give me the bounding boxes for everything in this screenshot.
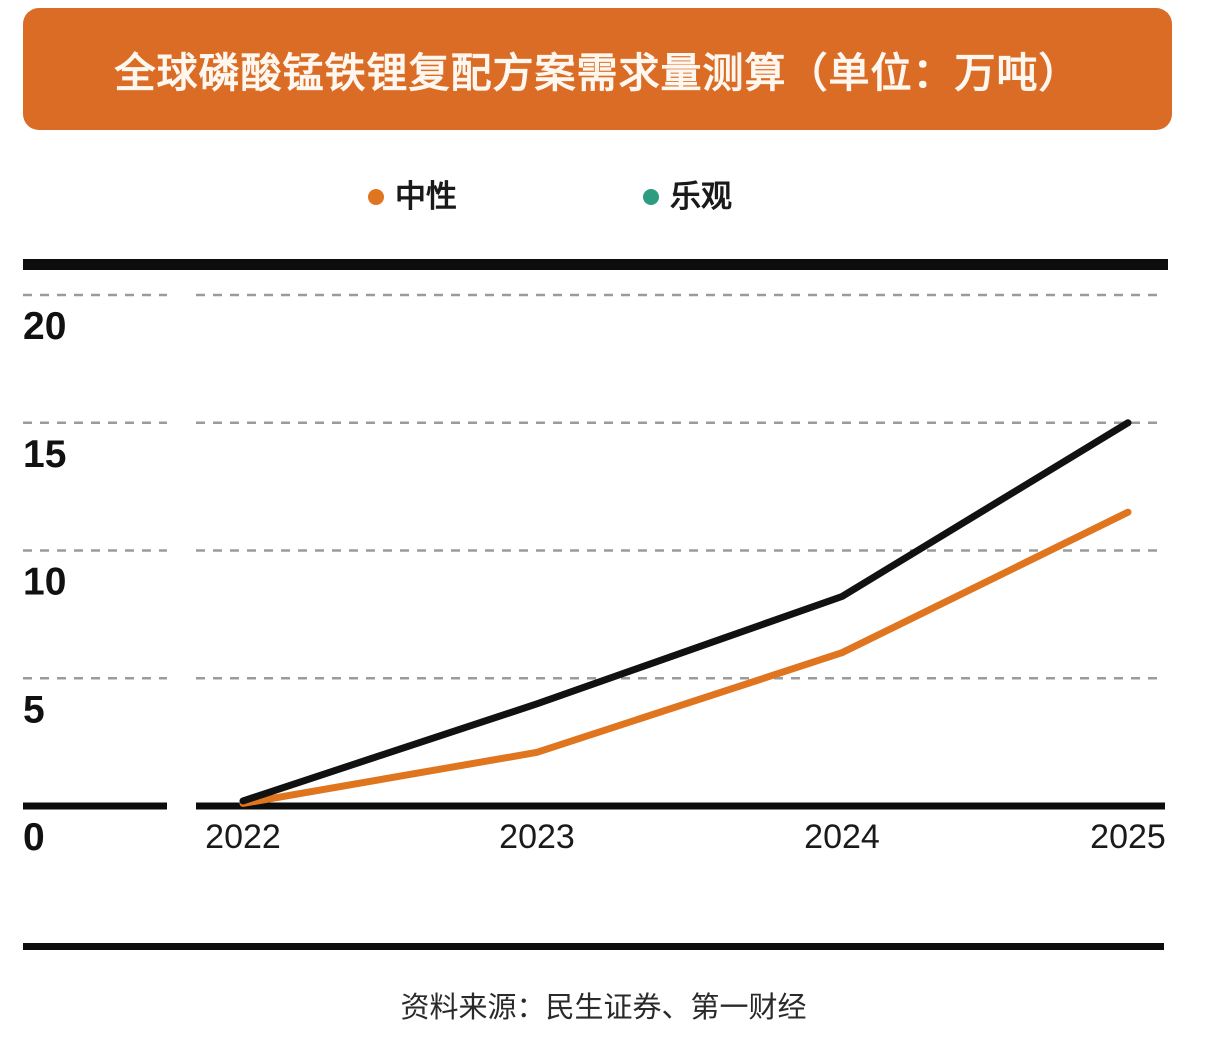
bottom-divider bbox=[23, 943, 1164, 950]
chart-legend: 中性 乐观 bbox=[0, 176, 1207, 218]
y-axis-tick-label: 5 bbox=[23, 688, 45, 731]
y-axis-tick-label: 20 bbox=[23, 305, 66, 348]
y-axis-tick-label: 0 bbox=[23, 816, 45, 859]
legend-item-optimistic: 乐观 bbox=[643, 176, 732, 218]
chart-title-bar: 全球磷酸锰铁锂复配方案需求量测算（单位：万吨） bbox=[23, 8, 1172, 130]
series-line-optimistic bbox=[239, 419, 1132, 805]
x-axis-tick-label: 2025 bbox=[1090, 818, 1166, 856]
legend-label: 乐观 bbox=[670, 179, 732, 214]
legend-label: 中性 bbox=[395, 179, 457, 214]
x-axis-tick-label: 2023 bbox=[499, 818, 575, 856]
legend-dot-icon bbox=[643, 189, 659, 205]
y-axis-tick-label: 10 bbox=[23, 561, 66, 604]
y-axis-tick-label: 15 bbox=[23, 433, 66, 476]
x-axis-tick-label: 2022 bbox=[205, 818, 281, 856]
legend-item-neutral: 中性 bbox=[368, 176, 457, 218]
source-note: 资料来源：民生证券、第一财经 bbox=[400, 992, 807, 1024]
legend-dot-icon bbox=[368, 189, 384, 205]
page-title: 全球磷酸锰铁锂复配方案需求量测算（单位：万吨） bbox=[114, 50, 1081, 96]
x-axis-tick-label: 2024 bbox=[804, 818, 880, 856]
series-line-neutral bbox=[239, 508, 1132, 807]
